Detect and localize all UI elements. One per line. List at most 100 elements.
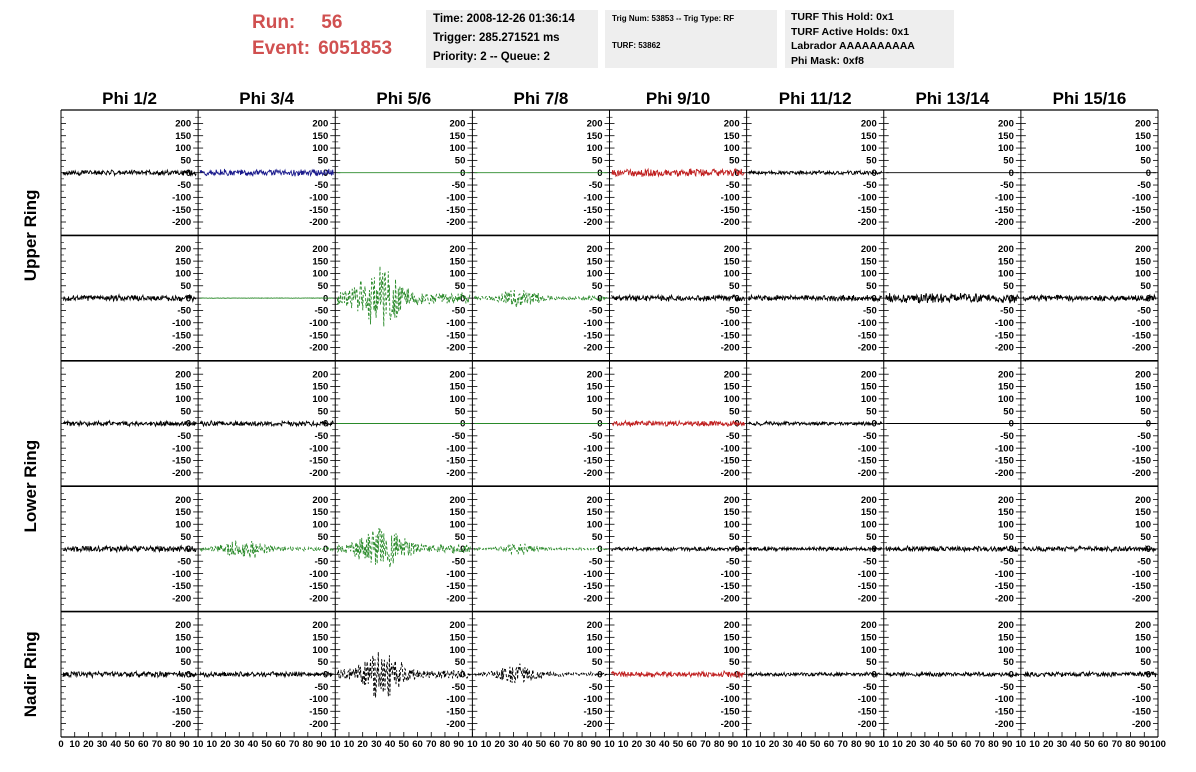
x-tick-label: 40 xyxy=(385,739,396,750)
y-tick-label: -150 xyxy=(172,581,191,592)
y-tick-label: 50 xyxy=(1140,156,1151,167)
waveform-trace xyxy=(336,651,471,698)
x-tick-label: 50 xyxy=(673,739,684,750)
y-tick-label: -100 xyxy=(1132,443,1151,454)
x-tick-label: 20 xyxy=(83,739,94,750)
x-tick-label: 10 xyxy=(604,739,615,750)
y-tick-label: 150 xyxy=(450,256,466,267)
y-tick-label: -150 xyxy=(583,456,602,467)
y-tick-label: 50 xyxy=(181,532,192,543)
y-tick-label: 150 xyxy=(450,507,466,518)
y-tick-label: -200 xyxy=(309,217,328,228)
y-tick-label: -200 xyxy=(721,593,740,604)
y-tick-label: -100 xyxy=(309,318,328,329)
y-tick-label: 200 xyxy=(724,244,740,255)
y-tick-label: -150 xyxy=(1132,205,1151,216)
x-tick-label: 40 xyxy=(111,739,122,750)
y-tick-label: 200 xyxy=(724,495,740,506)
y-tick-label: 150 xyxy=(1135,382,1151,393)
y-tick-label: 50 xyxy=(318,281,329,292)
y-tick-label: -150 xyxy=(995,205,1014,216)
y-tick-label: 50 xyxy=(729,406,740,417)
y-tick-label: 100 xyxy=(175,143,191,154)
y-tick-label: 50 xyxy=(866,532,877,543)
y-tick-label: 200 xyxy=(587,119,603,130)
y-tick-label: -100 xyxy=(309,569,328,580)
y-tick-label: -100 xyxy=(583,318,602,329)
x-tick-label: 80 xyxy=(714,739,725,750)
x-tick-label: 60 xyxy=(824,739,835,750)
column-header: Phi 5/6 xyxy=(376,89,431,108)
waveform-trace xyxy=(474,663,608,684)
x-tick-label: 50 xyxy=(947,739,958,750)
y-tick-label: 200 xyxy=(175,119,191,130)
y-tick-label: 100 xyxy=(312,645,328,656)
y-tick-label: 150 xyxy=(175,507,191,518)
time-text: Time: 2008-12-26 01:36:14 xyxy=(433,13,575,25)
x-tick-label: 50 xyxy=(124,739,135,750)
column-header: Phi 1/2 xyxy=(102,89,157,108)
waveform-trace xyxy=(62,293,197,303)
y-tick-label: -150 xyxy=(172,456,191,467)
y-tick-label: -200 xyxy=(446,343,465,354)
ring-label: Nadir Ring xyxy=(21,631,40,717)
y-tick-label: -200 xyxy=(1132,593,1151,604)
y-tick-label: 150 xyxy=(998,382,1014,393)
y-tick-label: -200 xyxy=(583,593,602,604)
y-tick-label: -100 xyxy=(446,318,465,329)
y-tick-label: 100 xyxy=(312,269,328,280)
y-tick-label: 150 xyxy=(312,382,328,393)
y-tick-label: 50 xyxy=(592,156,603,167)
y-tick-label: 200 xyxy=(450,620,466,631)
turf-info-box: TURF This Hold: 0x1 TURF Active Holds: 0… xyxy=(785,10,954,68)
y-tick-label: 100 xyxy=(1135,143,1151,154)
y-tick-label: -150 xyxy=(1132,706,1151,717)
x-tick-label: 50 xyxy=(1084,739,1095,750)
waveform-trace xyxy=(62,419,197,428)
y-tick-label: -150 xyxy=(172,205,191,216)
y-tick-label: 0 xyxy=(323,419,328,430)
y-tick-label: 50 xyxy=(1003,406,1014,417)
y-tick-label: 150 xyxy=(450,633,466,644)
y-tick-label: 200 xyxy=(587,369,603,380)
waveform-trace xyxy=(748,420,883,427)
y-tick-label: -200 xyxy=(172,593,191,604)
x-tick-label: 20 xyxy=(495,739,506,750)
y-tick-label: -100 xyxy=(1132,193,1151,204)
y-tick-label: 200 xyxy=(450,369,466,380)
x-tick-label: 30 xyxy=(1057,739,1068,750)
y-tick-label: -150 xyxy=(995,706,1014,717)
y-tick-label: -200 xyxy=(858,719,877,730)
y-tick-label: -150 xyxy=(583,205,602,216)
y-tick-label: -100 xyxy=(721,318,740,329)
y-tick-label: 100 xyxy=(861,519,877,530)
y-tick-label: 150 xyxy=(724,507,740,518)
y-tick-label: 0 xyxy=(460,419,465,430)
waveform-trace xyxy=(611,669,745,679)
y-tick-label: -100 xyxy=(858,694,877,705)
y-tick-label: 0 xyxy=(186,670,191,681)
y-tick-label: 0 xyxy=(460,293,465,304)
y-tick-label: 50 xyxy=(866,281,877,292)
waveform-trace xyxy=(1022,544,1157,554)
y-tick-label: 150 xyxy=(724,131,740,142)
y-tick-label: 200 xyxy=(587,244,603,255)
y-tick-label: -200 xyxy=(309,719,328,730)
y-tick-label: 200 xyxy=(998,119,1014,130)
y-tick-label: -100 xyxy=(721,193,740,204)
y-tick-label: 150 xyxy=(724,382,740,393)
y-tick-label: 200 xyxy=(724,620,740,631)
y-tick-label: 200 xyxy=(861,495,877,506)
y-tick-label: 200 xyxy=(861,620,877,631)
y-tick-label: 50 xyxy=(866,406,877,417)
waveform-trace xyxy=(199,419,334,428)
waveform-trace xyxy=(885,544,1020,553)
y-tick-label: 100 xyxy=(724,143,740,154)
x-tick-label: 40 xyxy=(796,739,807,750)
y-tick-label: 200 xyxy=(587,495,603,506)
y-tick-label: 0 xyxy=(597,419,602,430)
x-tick-label: 30 xyxy=(508,739,519,750)
y-tick-label: 150 xyxy=(450,382,466,393)
y-tick-label: 150 xyxy=(312,633,328,644)
y-tick-label: -200 xyxy=(172,217,191,228)
